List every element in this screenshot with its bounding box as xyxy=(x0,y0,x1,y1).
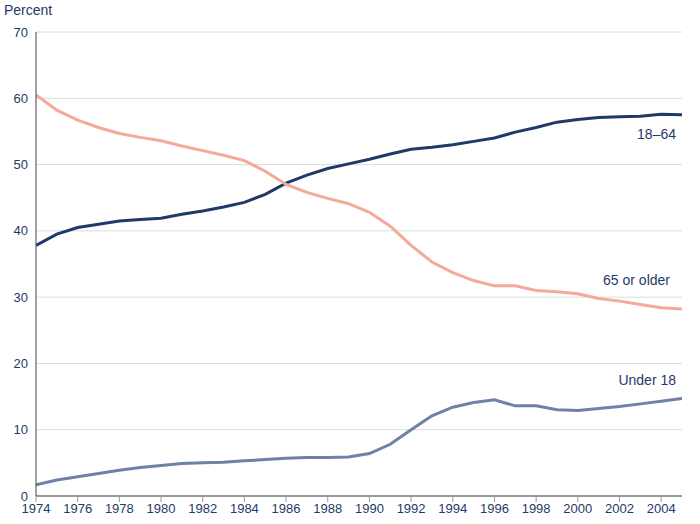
svg-text:2004: 2004 xyxy=(647,501,676,516)
svg-text:60: 60 xyxy=(14,91,28,106)
svg-text:50: 50 xyxy=(14,157,28,172)
svg-text:40: 40 xyxy=(14,223,28,238)
svg-text:1998: 1998 xyxy=(522,501,551,516)
svg-text:1976: 1976 xyxy=(63,501,92,516)
svg-text:0: 0 xyxy=(21,489,28,504)
svg-text:1988: 1988 xyxy=(313,501,342,516)
svg-text:1994: 1994 xyxy=(438,501,467,516)
svg-text:70: 70 xyxy=(14,25,28,40)
svg-text:1982: 1982 xyxy=(188,501,217,516)
svg-text:1980: 1980 xyxy=(147,501,176,516)
svg-text:20: 20 xyxy=(14,356,28,371)
svg-text:1986: 1986 xyxy=(272,501,301,516)
svg-text:1996: 1996 xyxy=(480,501,509,516)
svg-text:10: 10 xyxy=(14,422,28,437)
svg-text:18–64: 18–64 xyxy=(637,126,676,142)
svg-text:1992: 1992 xyxy=(397,501,426,516)
html-text:Percent: Percent xyxy=(4,2,53,18)
svg-text:2002: 2002 xyxy=(605,501,634,516)
svg-text:2000: 2000 xyxy=(563,501,592,516)
svg-text:1984: 1984 xyxy=(230,501,259,516)
svg-text:65 or older: 65 or older xyxy=(603,272,670,288)
svg-text:Under 18: Under 18 xyxy=(618,372,676,388)
svg-text:1990: 1990 xyxy=(355,501,384,516)
svg-text:1978: 1978 xyxy=(105,501,134,516)
svg-text:30: 30 xyxy=(14,290,28,305)
svg-text:1974: 1974 xyxy=(21,501,51,517)
